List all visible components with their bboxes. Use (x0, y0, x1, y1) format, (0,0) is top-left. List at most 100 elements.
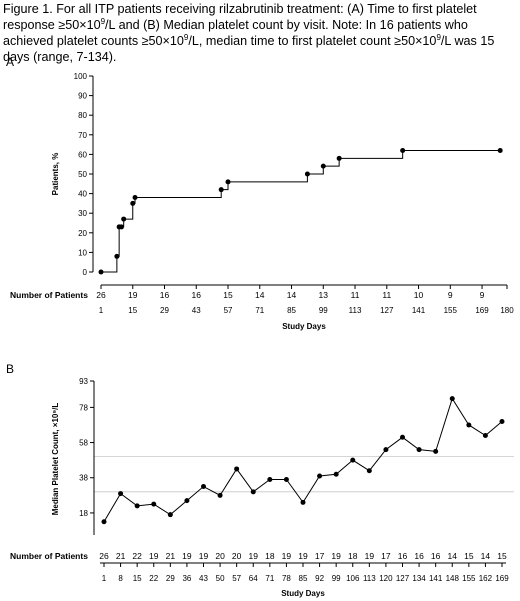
b-x-tick-label: 71 (265, 574, 274, 583)
a-number-of-patients-value: 9 (448, 290, 453, 300)
b-number-of-patients-value: 19 (182, 551, 192, 561)
b-x-tick-label: 113 (363, 574, 376, 583)
b-x-axis-title: Study Days (281, 589, 325, 598)
a-y-tick-label: 0 (83, 268, 88, 277)
a-x-tick-label: 43 (192, 306, 201, 315)
b-data-point (151, 501, 157, 507)
b-x-tick-label: 92 (315, 574, 324, 583)
b-data-point (283, 477, 289, 483)
b-number-of-patients-value: 17 (315, 551, 325, 561)
b-data-point (400, 434, 405, 440)
caption-text-3: /L, median time to first platelet count … (188, 34, 437, 48)
a-x-tick-label: 29 (160, 306, 169, 315)
b-number-of-patients-title: Number of Patients (10, 551, 88, 561)
a-y-tick-label: 30 (78, 209, 87, 218)
b-number-of-patients-value: 19 (365, 551, 375, 561)
a-data-point (336, 155, 342, 161)
a-data-point (400, 147, 406, 153)
a-number-of-patients-value: 13 (319, 290, 329, 300)
b-data-point (101, 519, 107, 525)
a-y-tick-label: 20 (78, 229, 87, 238)
caption-sup-2: 9 (183, 32, 189, 42)
b-data-point (201, 484, 206, 490)
b-x-tick-label: 78 (282, 574, 291, 583)
b-x-tick-label: 155 (462, 574, 476, 583)
a-y-tick-label: 50 (78, 170, 87, 179)
caption-text-1: Figure 1. For all ITP patients receiving… (3, 2, 477, 32)
b-data-point (317, 473, 323, 479)
a-x-tick-label: 71 (255, 306, 264, 315)
figure-caption: Figure 1. For all ITP patients receiving… (3, 1, 517, 65)
b-number-of-patients-value: 19 (249, 551, 259, 561)
b-data-point (449, 396, 455, 402)
b-number-of-patients-value: 20 (215, 551, 225, 561)
b-y-tick-label: 38 (79, 474, 88, 483)
b-data-point (184, 498, 190, 504)
a-y-axis-title: Patients, % (51, 153, 60, 196)
b-x-tick-label: 22 (149, 574, 158, 583)
a-x-tick-label: 155 (444, 306, 458, 315)
b-x-tick-label: 169 (495, 574, 509, 583)
caption-text-4: /L was 15 days (range, 7-134). (3, 34, 495, 64)
b-x-tick-label: 127 (396, 574, 410, 583)
a-y-tick-label: 40 (78, 190, 87, 199)
b-x-tick-label: 106 (346, 574, 360, 583)
b-x-tick-label: 29 (166, 574, 175, 583)
a-number-of-patients-value: 26 (96, 290, 106, 300)
panel-label-a: A (6, 55, 15, 69)
b-data-point (350, 457, 356, 463)
b-data-point (250, 489, 256, 495)
b-x-tick-label: 99 (332, 574, 341, 583)
b-number-of-patients-value: 19 (298, 551, 308, 561)
a-number-of-patients-value: 14 (255, 290, 265, 300)
a-x-tick-label: 113 (349, 306, 362, 315)
b-number-of-patients-value: 18 (265, 551, 275, 561)
b-data-point (167, 512, 173, 518)
b-y-axis-title: Median Platelet Count, ×10⁹/L (51, 403, 60, 516)
b-x-tick-label: 15 (133, 574, 142, 583)
b-number-of-patients-value: 20 (232, 551, 242, 561)
b-number-of-patients-value: 19 (331, 551, 341, 561)
a-number-of-patients-value: 9 (480, 290, 485, 300)
a-data-point (304, 171, 310, 177)
b-x-tick-label: 141 (429, 574, 443, 583)
a-data-point (218, 187, 224, 193)
a-x-tick-label: 169 (475, 306, 489, 315)
a-number-of-patients-value: 19 (128, 290, 138, 300)
a-y-tick-label: 100 (74, 72, 88, 81)
b-data-point (118, 491, 124, 497)
b-y-tick-label: 93 (79, 377, 88, 386)
a-data-point (320, 163, 326, 169)
b-y-tick-label: 58 (79, 439, 88, 448)
a-x-tick-label: 127 (380, 306, 394, 315)
a-data-point (130, 200, 136, 206)
b-x-tick-label: 57 (232, 574, 241, 583)
b-number-of-patients-value: 21 (116, 551, 126, 561)
b-number-of-patients-value: 16 (398, 551, 408, 561)
b-x-tick-label: 85 (299, 574, 308, 583)
a-number-of-patients-value: 10 (414, 290, 424, 300)
a-x-tick-label: 1 (99, 306, 104, 315)
a-y-tick-label: 60 (78, 150, 87, 159)
a-x-axis-title: Study Days (282, 322, 326, 331)
b-data-point (416, 447, 422, 453)
b-number-of-patients-value: 14 (481, 551, 491, 561)
b-data-point (499, 418, 505, 424)
b-y-tick-label: 18 (79, 509, 88, 518)
b-data-point (366, 468, 372, 474)
b-x-tick-label: 148 (446, 574, 460, 583)
a-data-point (132, 195, 138, 201)
a-y-tick-label: 90 (78, 92, 87, 101)
b-data-point (383, 447, 389, 453)
a-x-tick-label: 99 (319, 306, 328, 315)
a-y-tick-label: 10 (78, 248, 87, 257)
b-number-of-patients-value: 14 (448, 551, 458, 561)
b-y-tick-label: 78 (79, 403, 88, 412)
b-x-tick-label: 162 (479, 574, 493, 583)
b-data-point (267, 477, 273, 483)
a-y-tick-label: 70 (78, 131, 87, 140)
a-number-of-patients-value: 16 (160, 290, 170, 300)
